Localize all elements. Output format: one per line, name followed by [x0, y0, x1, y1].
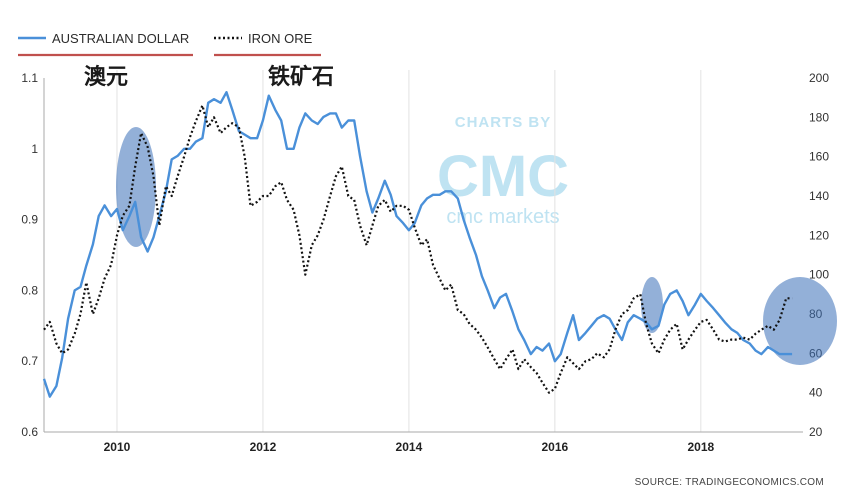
- left-tick-label: 1: [31, 142, 38, 156]
- left-tick-label: 1.1: [21, 71, 38, 85]
- cmc-watermark: CHARTS BY CMC cmc markets: [437, 114, 569, 228]
- watermark-logo: CMC: [437, 144, 569, 209]
- right-tick-label: 200: [809, 71, 829, 85]
- right-tick-label: 160: [809, 150, 829, 164]
- left-axis-ticks: 0.6 0.7 0.8 0.9 1 1.1: [21, 71, 38, 439]
- watermark-top: CHARTS BY: [455, 114, 552, 131]
- highlight-ellipse: [116, 127, 156, 247]
- series-line-iron-ore: [43, 104, 793, 394]
- right-axis-ticks: 20406080100120140160180200: [809, 71, 829, 439]
- legend: AUSTRALIAN DOLLAR IRON ORE: [18, 31, 321, 57]
- left-tick-label: 0.6: [21, 425, 38, 439]
- highlight-ellipse: [641, 277, 663, 333]
- left-tick-label: 0.7: [21, 354, 38, 368]
- source-note: SOURCE: TRADINGECONOMICS.COM: [635, 477, 824, 488]
- legend-label-iron-ore: IRON ORE: [248, 31, 313, 46]
- right-tick-label: 140: [809, 189, 829, 203]
- series-line-australian-dollar: [42, 91, 793, 398]
- legend-label-australian-dollar: AUSTRALIAN DOLLAR: [52, 31, 189, 46]
- right-tick-label: 120: [809, 228, 829, 242]
- highlight-ellipse: [763, 277, 837, 365]
- x-tick-label: 2010: [104, 440, 131, 454]
- x-tick-label: 2016: [542, 440, 569, 454]
- right-tick-label: 180: [809, 110, 829, 124]
- x-tick-label: 2012: [250, 440, 277, 454]
- right-tick-label: 20: [809, 425, 823, 439]
- watermark-bottom: cmc markets: [446, 206, 559, 228]
- x-tick-label: 2018: [687, 440, 714, 454]
- right-tick-label: 100: [809, 268, 829, 282]
- vertical-gridlines: [116, 70, 702, 432]
- x-tick-label: 2014: [396, 440, 423, 454]
- highlight-ellipses: [116, 127, 837, 365]
- left-tick-label: 0.8: [21, 283, 38, 297]
- annotation-aud: 澳元: [84, 64, 128, 90]
- right-tick-label: 40: [809, 386, 823, 400]
- annotation-iron-ore: 铁矿石: [268, 64, 334, 90]
- left-tick-label: 0.9: [21, 213, 38, 227]
- x-axis-ticks: 2010 2012 2014 2016 2018: [104, 440, 715, 454]
